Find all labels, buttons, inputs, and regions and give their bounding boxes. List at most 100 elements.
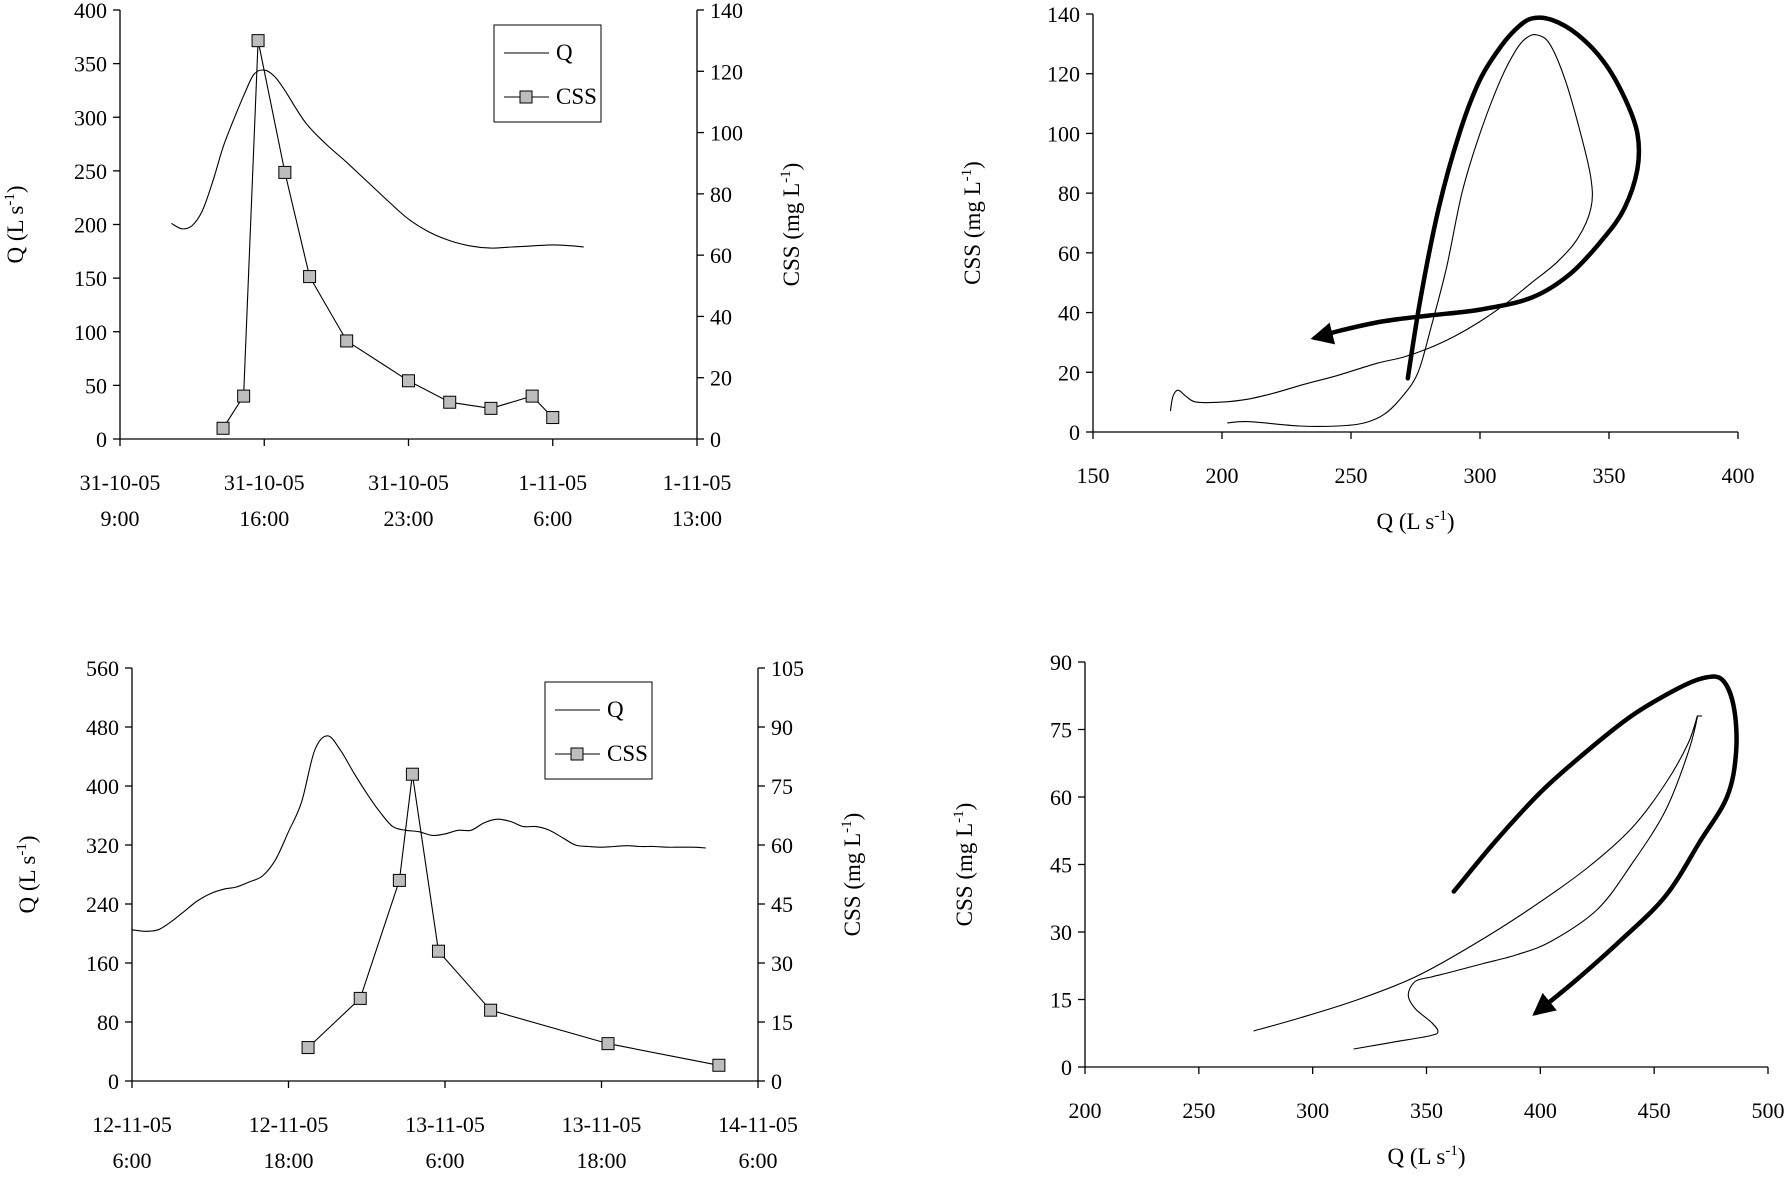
y-axis-label-text: Q (L s-1) bbox=[2, 185, 28, 263]
x-tick-label: 400 bbox=[1722, 463, 1755, 488]
css-point-marker bbox=[340, 334, 354, 348]
x-tick-label-time: 6:00 bbox=[425, 1148, 464, 1173]
y-tick-label: 0 bbox=[1069, 420, 1080, 445]
css-point-marker bbox=[431, 944, 445, 958]
css-point-marker bbox=[525, 389, 539, 403]
y2-tick-label: 120 bbox=[710, 59, 743, 84]
x-tick-label: 200 bbox=[1069, 1098, 1102, 1123]
x-tick-label-time: 13:00 bbox=[672, 506, 722, 531]
y-tick-label: 100 bbox=[1047, 121, 1080, 146]
css-point-marker bbox=[301, 1041, 315, 1055]
legend-q-label: Q bbox=[607, 697, 624, 722]
css-point-marker bbox=[278, 165, 292, 179]
y-tick-label: 20 bbox=[1058, 360, 1080, 385]
y-tick-label: 300 bbox=[74, 105, 107, 130]
x-tick-label-time: 23:00 bbox=[383, 506, 433, 531]
y-tick-label: 60 bbox=[1050, 785, 1072, 810]
y-tick-label: 480 bbox=[86, 715, 119, 740]
x-tick-label-date: 31-10-05 bbox=[368, 470, 449, 495]
y-tick-label: 100 bbox=[74, 320, 107, 345]
chart-tr: 0 20 40 60 80 100 120 140 150 200 250 300 350 400 Q (L… bbox=[959, 2, 1755, 534]
x-tick-label-time: 9:00 bbox=[100, 506, 139, 531]
hysteresis-curve bbox=[1169, 34, 1593, 428]
y-tick-label: 45 bbox=[1050, 853, 1072, 878]
y-tick-label: 50 bbox=[85, 373, 107, 398]
legend-css-marker bbox=[570, 747, 584, 761]
x-tick-label-time: 6:00 bbox=[533, 506, 572, 531]
css-point-marker bbox=[402, 374, 415, 388]
css-point-marker bbox=[443, 395, 457, 409]
x-tick-label-time: 18:00 bbox=[263, 1148, 313, 1173]
css-point-marker bbox=[546, 411, 560, 425]
x-tick-label: 300 bbox=[1296, 1098, 1329, 1123]
y-axis-label: Q (L s-1) bbox=[2, 185, 28, 263]
css-point-marker bbox=[353, 991, 367, 1005]
x-tick-label: 400 bbox=[1524, 1098, 1557, 1123]
y-tick-label: 240 bbox=[86, 892, 119, 917]
y2-tick-label: 105 bbox=[771, 656, 804, 681]
legend: Q CSS bbox=[544, 681, 653, 780]
y2-tick-label: 0 bbox=[771, 1069, 782, 1094]
hysteresis-curve bbox=[1253, 715, 1698, 1050]
y-tick-label: 140 bbox=[1047, 2, 1080, 27]
x-tick-label-date: 1-11-05 bbox=[663, 470, 732, 495]
css-point-marker bbox=[405, 767, 419, 781]
y-tick-label: 30 bbox=[1050, 920, 1072, 945]
legend-css-marker bbox=[519, 90, 533, 104]
x-tick-label-time: 16:00 bbox=[239, 506, 289, 531]
x-tick-label-date: 31-10-05 bbox=[224, 470, 305, 495]
y2-tick-label: 140 bbox=[710, 0, 743, 23]
series-css-line bbox=[307, 774, 720, 1066]
y-tick-label: 0 bbox=[1061, 1055, 1072, 1080]
y2-axis-label: CSS (mg L-1) bbox=[778, 163, 804, 287]
y2-tick-label: 0 bbox=[710, 427, 721, 452]
css-point-marker bbox=[484, 401, 498, 415]
y-tick-label: 160 bbox=[86, 951, 119, 976]
x-tick-label-time: 18:00 bbox=[576, 1148, 626, 1173]
y-tick-label: 120 bbox=[1047, 62, 1080, 87]
css-point-marker bbox=[392, 873, 406, 887]
y-tick-label: 0 bbox=[96, 427, 107, 452]
y2-tick-label: 30 bbox=[771, 951, 793, 976]
y2-tick-label: 40 bbox=[710, 304, 732, 329]
x-tick-label-time: 6:00 bbox=[738, 1148, 777, 1173]
legend-css-label: CSS bbox=[607, 741, 648, 766]
series-q-line bbox=[131, 735, 706, 932]
y-tick-label: 80 bbox=[97, 1010, 119, 1035]
x-axis-label: Q (L s-1) bbox=[1387, 1143, 1465, 1169]
legend-box bbox=[544, 681, 653, 780]
y-tick-label: 75 bbox=[1050, 718, 1072, 743]
legend: Q CSS bbox=[493, 24, 602, 123]
x-tick-label-time: 6:00 bbox=[112, 1148, 151, 1173]
x-tick-label-date: 1-11-05 bbox=[518, 470, 587, 495]
x-tick-label-date: 13-11-05 bbox=[405, 1112, 485, 1137]
y-tick-label: 400 bbox=[74, 0, 107, 23]
x-axis-label-text: Q (L s-1) bbox=[1387, 1143, 1465, 1169]
y2-tick-label: 15 bbox=[771, 1010, 793, 1035]
x-tick-label: 250 bbox=[1335, 463, 1368, 488]
y-tick-label: 0 bbox=[108, 1069, 119, 1094]
y-tick-label: 560 bbox=[86, 656, 119, 681]
y2-tick-label: 60 bbox=[771, 833, 793, 858]
y2-axis-label-text: CSS (mg L-1) bbox=[839, 813, 865, 937]
y2-tick-label: 75 bbox=[771, 774, 793, 799]
y-axis-label-text: CSS (mg L-1) bbox=[951, 803, 977, 927]
css-point-marker bbox=[251, 34, 265, 48]
y-tick-label: 150 bbox=[74, 266, 107, 291]
y-tick-label: 60 bbox=[1058, 241, 1080, 266]
css-point-marker bbox=[712, 1058, 726, 1072]
y-tick-label: 250 bbox=[74, 159, 107, 184]
y-tick-label: 400 bbox=[86, 774, 119, 799]
chart-br: 0 15 30 45 60 75 90 200 250 300 350 400 450 500 Q (L s… bbox=[951, 650, 1785, 1169]
x-tick-label-date: 12-11-05 bbox=[249, 1112, 329, 1137]
y-axis-label: Q (L s-1) bbox=[14, 835, 40, 913]
y2-tick-label: 20 bbox=[710, 366, 732, 391]
legend-box bbox=[493, 24, 602, 123]
legend-q-label: Q bbox=[556, 40, 573, 65]
y-tick-label: 90 bbox=[1050, 650, 1072, 675]
y-tick-label: 15 bbox=[1050, 988, 1072, 1013]
x-axis-label: Q (L s-1) bbox=[1376, 508, 1454, 534]
y-axis-label: CSS (mg L-1) bbox=[951, 803, 977, 927]
y2-tick-label: 60 bbox=[710, 243, 732, 268]
y2-tick-label: 45 bbox=[771, 892, 793, 917]
